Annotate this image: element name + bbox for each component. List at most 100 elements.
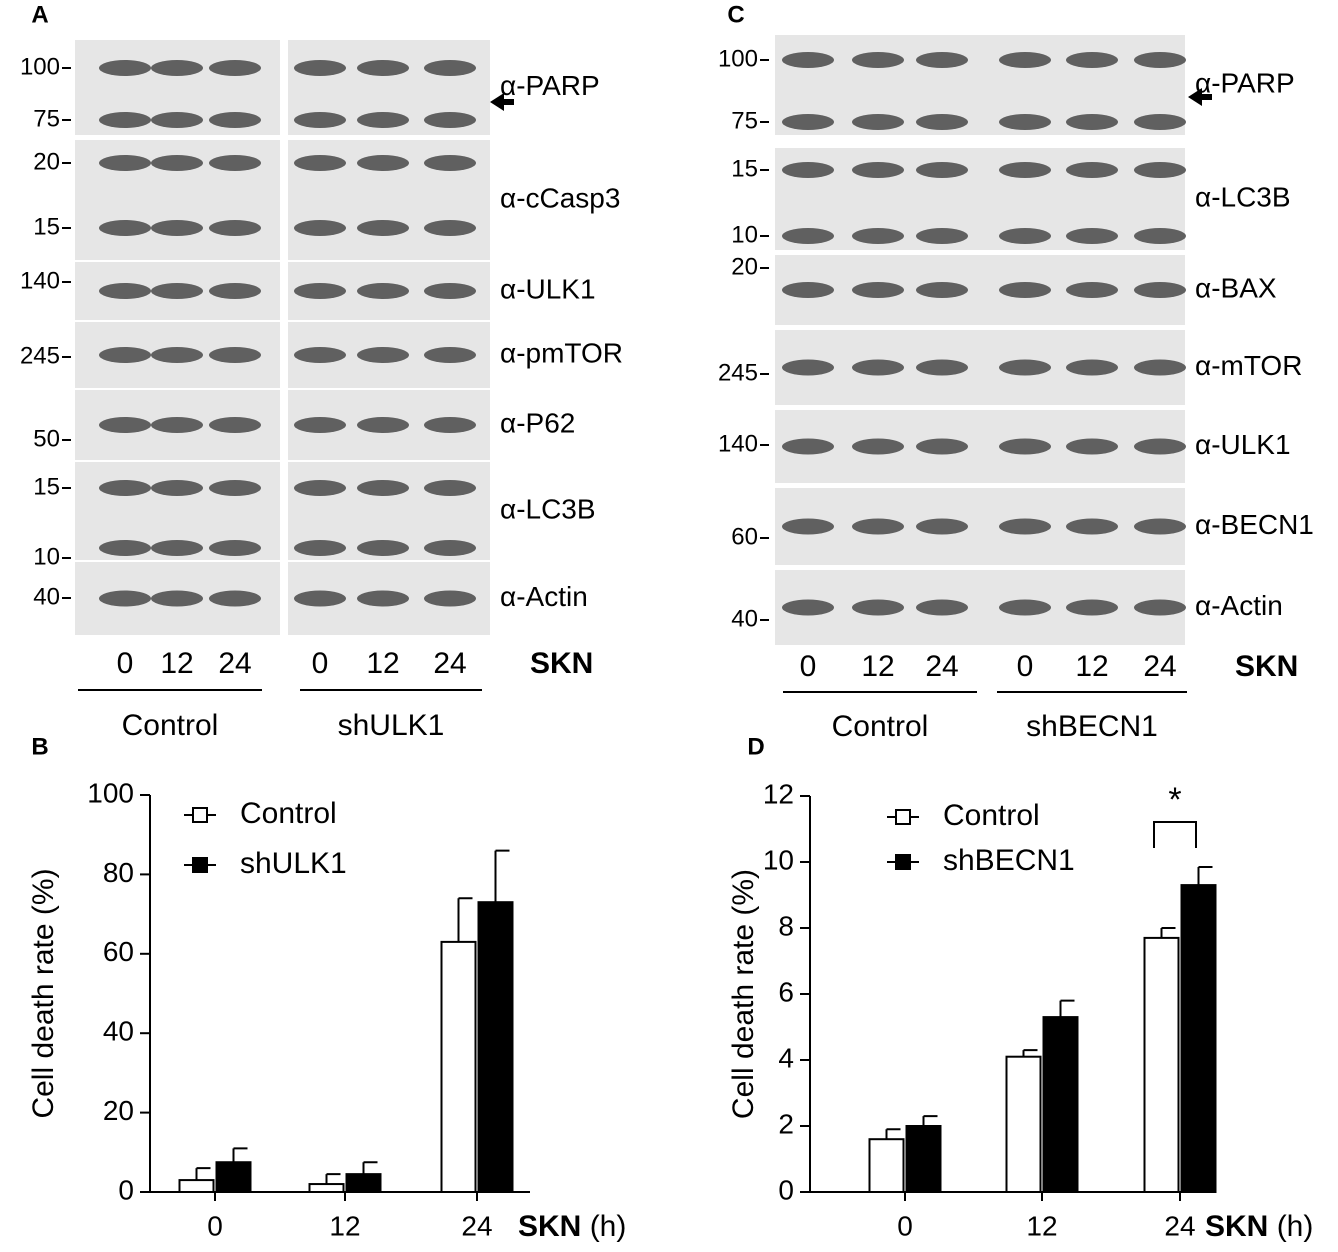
blot-band <box>357 283 409 299</box>
blot-band <box>209 283 261 299</box>
antibody-label: α-P62 <box>500 407 575 438</box>
blot-band <box>782 438 834 455</box>
lane-label: 24 <box>218 647 251 680</box>
blot-band <box>916 599 968 616</box>
marker-label: 100 <box>718 45 758 72</box>
blot-band <box>424 60 476 76</box>
x-tick-label: 12 <box>329 1210 360 1241</box>
marker-label: 15 <box>33 473 60 500</box>
arrow <box>490 93 514 111</box>
x-tick-label: 24 <box>461 1210 492 1241</box>
blot-band <box>424 540 476 556</box>
blot-band <box>294 283 346 299</box>
blot-band <box>782 282 834 298</box>
blot-band <box>294 417 346 433</box>
blot-band <box>1066 114 1118 130</box>
marker-label: 10 <box>33 543 60 570</box>
error-bar <box>885 1128 901 1140</box>
blot-band <box>99 155 151 171</box>
blot-band <box>1134 359 1186 376</box>
x-axis-label-text: SKN <box>1205 1210 1268 1243</box>
blot-band <box>782 228 834 244</box>
group-label: Control <box>122 709 219 742</box>
error-bar <box>1197 865 1213 886</box>
blot-band <box>294 220 346 236</box>
blot-band <box>916 438 968 455</box>
blot-band <box>151 220 203 236</box>
bar <box>440 940 477 1194</box>
blot-band <box>357 112 409 128</box>
blot-band <box>151 283 203 299</box>
y-axis-label: Cell death rate (%) <box>27 868 60 1118</box>
blot-band <box>424 590 476 607</box>
lane-label: 12 <box>160 647 193 680</box>
blot-band <box>357 60 409 76</box>
antibody-label: α-Actin <box>500 581 588 612</box>
panel-label: B <box>31 733 48 760</box>
marker-label: 245 <box>20 342 60 369</box>
blot-band <box>99 347 151 363</box>
blot-band <box>1066 599 1118 616</box>
group-label: shBECN1 <box>1026 710 1158 743</box>
blot-band <box>294 155 346 171</box>
error-bar <box>195 1167 211 1181</box>
blot-band <box>424 347 476 363</box>
blot-band <box>424 417 476 433</box>
blot-band <box>357 540 409 556</box>
antibody-label: α-mTOR <box>1195 350 1302 381</box>
antibody-label: α-Actin <box>1195 590 1283 621</box>
blot-band <box>852 114 904 130</box>
blot-band <box>1134 599 1186 616</box>
blot-band <box>999 52 1051 68</box>
blot-band <box>151 417 203 433</box>
blot-band <box>999 162 1051 178</box>
blot-band <box>852 599 904 616</box>
blot-band <box>1134 114 1186 130</box>
marker-label: 40 <box>33 583 60 610</box>
blot-band <box>294 112 346 128</box>
blot-band <box>852 228 904 244</box>
y-tick-label: 10 <box>763 844 794 875</box>
arrow <box>1188 88 1212 106</box>
y-tick-label: 2 <box>778 1108 794 1139</box>
blot-band <box>209 347 261 363</box>
lane-label: 12 <box>1075 650 1108 683</box>
lane-label: 0 <box>800 650 817 683</box>
marker-label: 75 <box>33 105 60 132</box>
y-tick-label: 12 <box>763 778 794 809</box>
lane-label: 24 <box>433 647 466 680</box>
blot-band <box>99 417 151 433</box>
marker-label: 140 <box>20 267 60 294</box>
blot-band <box>424 155 476 171</box>
antibody-label: α-LC3B <box>500 493 596 524</box>
blot-band <box>1066 228 1118 244</box>
antibody-label: α-ULK1 <box>1195 429 1291 460</box>
blot-band <box>357 155 409 171</box>
error-bar <box>232 1147 248 1163</box>
marker-label: 75 <box>731 107 758 134</box>
blot-band <box>1134 518 1186 535</box>
antibody-label: α-BECN1 <box>1195 509 1314 540</box>
marker-label: 20 <box>33 148 60 175</box>
blot-band <box>99 112 151 128</box>
group-label: shULK1 <box>338 709 445 742</box>
blot-band <box>916 228 968 244</box>
blot-band <box>151 112 203 128</box>
x-axis-label-text: SKN <box>518 1210 581 1243</box>
y-tick-label: 6 <box>778 976 794 1007</box>
antibody-label: α-PARP <box>1195 67 1295 98</box>
x-tick-label: 24 <box>1164 1210 1195 1241</box>
marker-label: 15 <box>33 213 60 240</box>
x-axis-label-unit: (h) <box>590 1210 627 1243</box>
significance-bracket <box>1153 821 1197 848</box>
legend-label: Control <box>240 797 337 830</box>
blot-band <box>294 347 346 363</box>
blot-band <box>357 347 409 363</box>
lane-label: 12 <box>861 650 894 683</box>
marker-label: 10 <box>731 221 758 248</box>
blot-band <box>916 282 968 298</box>
blot-band <box>916 162 968 178</box>
y-tick-label: 100 <box>87 777 134 808</box>
annotation: * <box>1168 781 1181 819</box>
x-axis-label: SKN (h) <box>1205 1210 1313 1243</box>
